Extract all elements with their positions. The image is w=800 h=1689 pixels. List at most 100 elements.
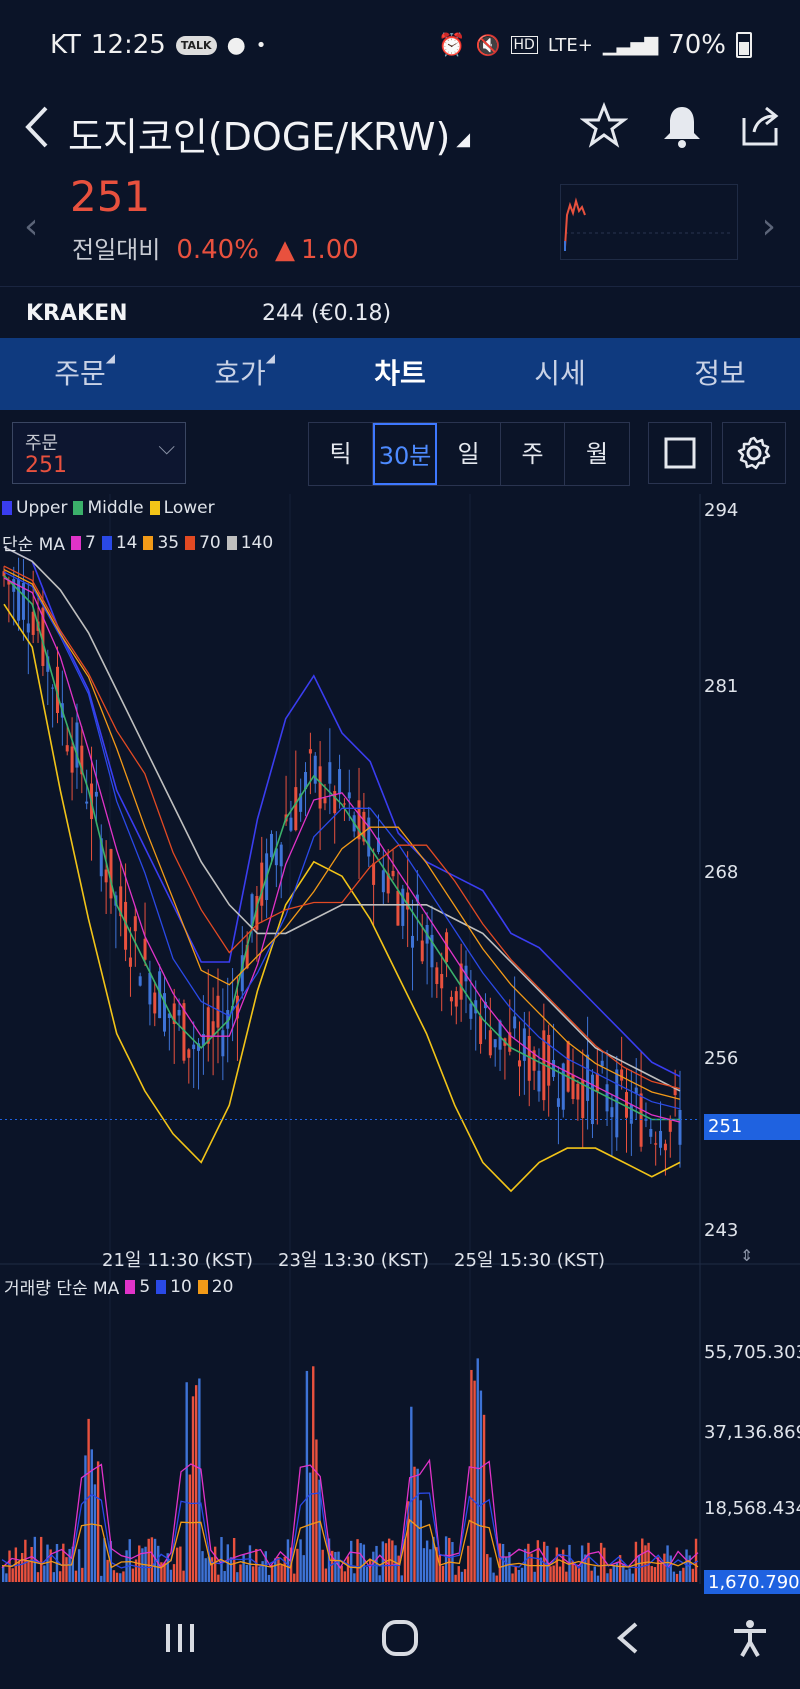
next-coin-icon[interactable]: › (761, 206, 776, 247)
volume-bar (293, 1573, 296, 1582)
nav-back-icon[interactable] (608, 1618, 648, 1662)
volume-bar (93, 1484, 97, 1582)
volume-bar (331, 1550, 334, 1582)
candle-body (629, 1104, 633, 1124)
candle-body (571, 1074, 575, 1099)
candle-body (304, 771, 308, 790)
volume-bar (441, 1565, 445, 1582)
chart-area[interactable]: Upper Middle Lower 단순 MA 7 14 35 70 140 … (0, 494, 800, 1596)
tab-chart[interactable]: 차트 (320, 338, 480, 410)
candle-body (182, 1003, 186, 1061)
accessibility-icon[interactable] (730, 1618, 770, 1662)
series-line-upper (3, 546, 681, 1078)
period-week-button[interactable]: 주 (501, 423, 565, 485)
candle-body (119, 886, 123, 917)
candle-body (338, 769, 342, 795)
status-bar: KT 12:25 TALK ● • ⏰ 🔇 HD LTE+ ▁▃▅▇ 70% (0, 0, 800, 96)
legend-lower: Lower (163, 498, 215, 518)
series-line-140 (3, 546, 681, 1092)
volume-bar (694, 1538, 698, 1582)
candle-body (600, 1060, 604, 1067)
recent-apps-icon[interactable] (160, 1618, 200, 1662)
title-caret-icon: ◢ (456, 129, 471, 150)
volume-bar (308, 1472, 312, 1582)
prev-coin-icon[interactable]: ‹ (24, 206, 39, 247)
volume-bar (362, 1544, 366, 1582)
candle-body (197, 1043, 201, 1051)
carrier: KT (50, 30, 81, 60)
ma-line (3, 565, 681, 1090)
price-volume-chart[interactable] (0, 494, 800, 1594)
candle-body (561, 1063, 565, 1110)
period-tick-button[interactable]: 틱 (309, 423, 373, 485)
candle-body (177, 1009, 181, 1016)
order-dropdown[interactable]: 주문 251 ⌵ (12, 422, 186, 484)
candle-body (51, 687, 55, 689)
candle-body (615, 1069, 619, 1138)
back-icon[interactable] (20, 102, 52, 160)
period-30min-button[interactable]: 30분 (373, 423, 437, 485)
candle-body (406, 892, 410, 910)
battery-icon (736, 32, 752, 58)
exchange-price: 244 (€0.18) (262, 301, 392, 326)
candle-body (323, 797, 327, 804)
volume-bar (394, 1545, 397, 1582)
fullscreen-button[interactable] (648, 422, 712, 484)
bell-icon[interactable] (658, 102, 706, 150)
volume-bar (685, 1549, 688, 1582)
tab-order[interactable]: 주문 ◢ (0, 338, 160, 410)
legend-vol10: 10 (170, 1276, 192, 1297)
volume-bar (255, 1548, 258, 1582)
share-icon[interactable] (736, 102, 784, 150)
candle-body (527, 1036, 531, 1081)
page-title[interactable]: 도지코인(DOGE/KRW) ◢ (68, 106, 470, 161)
candle-body (167, 1013, 171, 1018)
candle-body (663, 1143, 667, 1151)
legend-middle: Middle (87, 498, 144, 518)
volume-legend: 거래량 단순 MA 5 10 20 (4, 1274, 233, 1300)
star-icon[interactable] (579, 101, 629, 150)
volume-bar (403, 1538, 407, 1582)
pane-resize-icon[interactable]: ⇕ (740, 1246, 754, 1265)
vol-tick-3: 18,568.434 (704, 1498, 800, 1519)
order-dropdown-value: 251 (25, 453, 67, 478)
volume-bar (400, 1575, 404, 1582)
candle-body (46, 656, 50, 672)
tab-orderbook[interactable]: 호가 ◢ (160, 338, 320, 410)
volume-bar (432, 1536, 435, 1582)
volume-bar (599, 1542, 603, 1582)
period-month-button[interactable]: 월 (585, 440, 609, 468)
legend-upper: Upper (16, 498, 68, 518)
ma-line (3, 569, 681, 1100)
volume-bar (39, 1536, 43, 1582)
volume-bar (229, 1557, 233, 1582)
candle-body (479, 1016, 483, 1045)
volume-bar (90, 1449, 93, 1582)
candle-body (678, 1109, 682, 1145)
tab-info[interactable]: 정보 (640, 338, 800, 410)
volume-bar (58, 1571, 62, 1582)
candle-body (454, 991, 458, 1007)
candle-body (124, 901, 128, 950)
volume-bar (343, 1571, 347, 1582)
candle-body (206, 1007, 210, 1044)
period-day-button[interactable]: 일 (437, 423, 501, 485)
candle-body (586, 1054, 590, 1101)
home-icon[interactable] (380, 1618, 420, 1662)
tab-market[interactable]: 시세 (480, 338, 640, 410)
candle-body (347, 792, 351, 799)
settings-button[interactable] (722, 422, 786, 484)
volume-bar (375, 1545, 378, 1582)
volume-bar (321, 1549, 324, 1582)
volume-bar (194, 1385, 198, 1582)
exchange-name: KRAKEN (26, 301, 128, 326)
app-header: 도지코인(DOGE/KRW) ◢ (0, 96, 800, 188)
candle-body (556, 1098, 560, 1107)
candle-body (158, 971, 162, 1019)
candle-body (221, 1030, 225, 1057)
volume-bar (106, 1559, 109, 1582)
volume-bar (517, 1569, 521, 1582)
y-tick-243: 243 (704, 1220, 739, 1241)
volume-bar (334, 1551, 337, 1582)
volume-bar (182, 1570, 185, 1582)
